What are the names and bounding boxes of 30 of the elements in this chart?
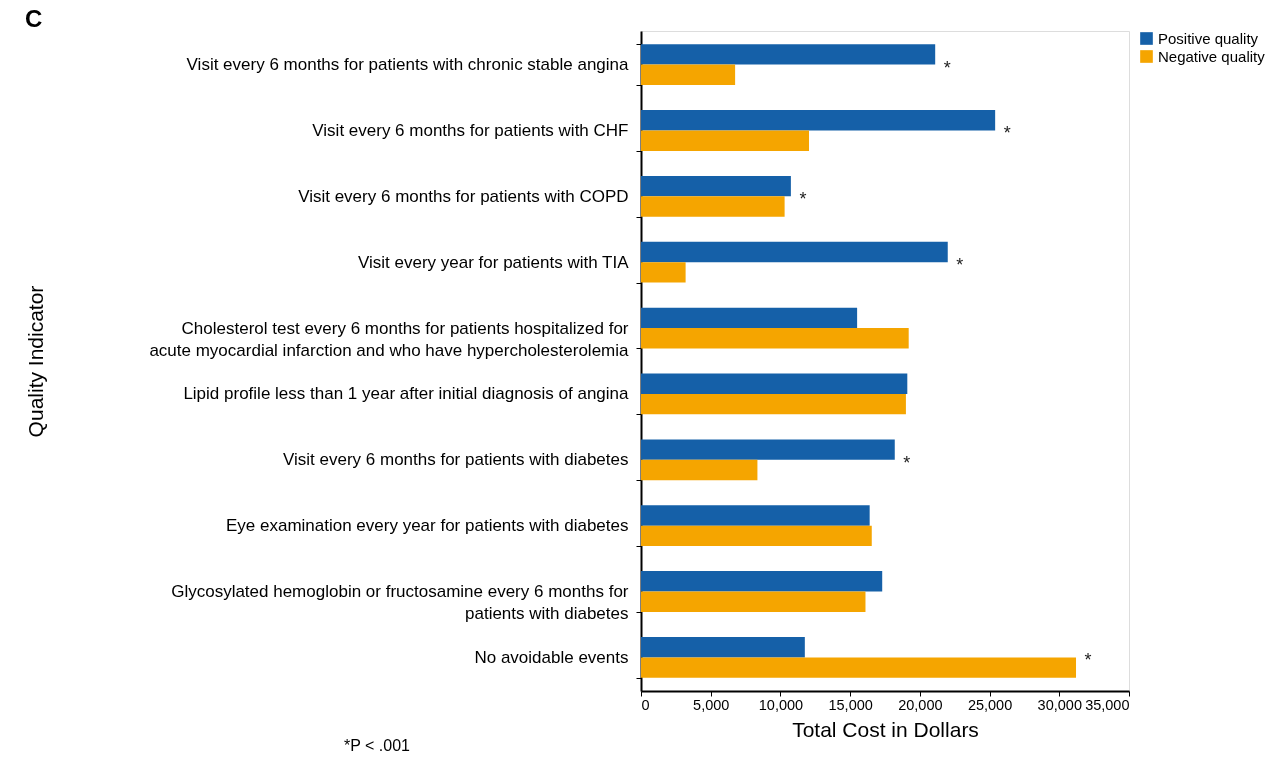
- y-axis-title: Quality Indicator: [23, 285, 47, 438]
- x-tick-label: 35,000: [1085, 696, 1130, 713]
- y-tick-label: Visit every 6 months for patients with chronic stable angina: [186, 55, 630, 75]
- legend-label: Negative quality: [1158, 47, 1266, 65]
- x-tick-label: 15,000: [828, 696, 873, 713]
- annotation: *: [956, 255, 964, 276]
- annotation: *: [799, 189, 807, 210]
- text: *P < .001: [344, 737, 411, 754]
- x-tick-label: 25,000: [967, 696, 1013, 713]
- y-tick-label: Eye examination every year for patients with diabetes: [225, 516, 629, 536]
- y-tick-label: Glycosylated hemoglobin or fructosamine every 6 months for patients with diabetes: [171, 582, 629, 624]
- x-axis-title: Total Cost in Dollars: [792, 718, 979, 741]
- x-tick-label: 5,000: [693, 696, 730, 713]
- y-tick-label: No avoidable events: [474, 647, 629, 667]
- legend-label: Positive quality: [1158, 29, 1259, 47]
- text: C: [25, 5, 43, 32]
- annotation: *: [903, 452, 911, 473]
- annotation: *: [943, 57, 951, 78]
- y-tick-label: Lipid profile less than 1 year after initial diagnosis of angina: [183, 384, 630, 404]
- y-tick-label: Visit every 6 months for patients with diabetes: [282, 450, 629, 470]
- x-tick-label: 20,000: [898, 696, 943, 713]
- y-tick-label: Visit every 6 months for patients with COPD: [298, 186, 629, 206]
- x-tick-label: 0: [641, 696, 650, 713]
- x-tick-label: 30,000: [1037, 696, 1082, 713]
- y-tick-label: Visit every year for patients with TIA: [357, 252, 630, 272]
- annotation: *: [1003, 123, 1011, 144]
- y-tick-label: Cholesterol test every 6 months for patients hospitalized for acute myocardial infarction and who have hypercholesterolemia: [149, 318, 630, 360]
- annotation: *: [1084, 650, 1092, 671]
- y-tick-label: Visit every 6 months for patients with CHF: [312, 120, 629, 140]
- x-tick-label: 10,000: [758, 696, 804, 713]
